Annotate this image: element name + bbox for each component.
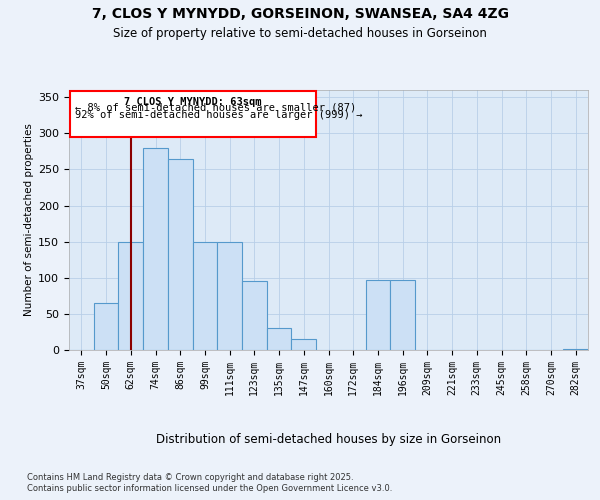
- Bar: [217, 242, 242, 350]
- Bar: [292, 339, 316, 350]
- Bar: [193, 242, 217, 350]
- Bar: [118, 242, 143, 350]
- Text: Contains HM Land Registry data © Crown copyright and database right 2025.: Contains HM Land Registry data © Crown c…: [27, 472, 353, 482]
- Text: Distribution of semi-detached houses by size in Gorseinon: Distribution of semi-detached houses by …: [156, 432, 502, 446]
- Bar: [563, 348, 588, 350]
- Y-axis label: Number of semi-detached properties: Number of semi-detached properties: [24, 124, 34, 316]
- Bar: [168, 158, 193, 350]
- Bar: [365, 280, 390, 350]
- Text: 7 CLOS Y MYNYDD: 63sqm: 7 CLOS Y MYNYDD: 63sqm: [124, 97, 262, 107]
- Bar: [143, 148, 168, 350]
- Text: ← 8% of semi-detached houses are smaller (87): ← 8% of semi-detached houses are smaller…: [75, 103, 356, 113]
- Bar: [70, 92, 316, 137]
- Bar: [94, 303, 118, 350]
- Bar: [242, 282, 267, 350]
- Text: Contains public sector information licensed under the Open Government Licence v3: Contains public sector information licen…: [27, 484, 392, 493]
- Text: Size of property relative to semi-detached houses in Gorseinon: Size of property relative to semi-detach…: [113, 28, 487, 40]
- Text: 92% of semi-detached houses are larger (999) →: 92% of semi-detached houses are larger (…: [75, 110, 362, 120]
- Text: 7, CLOS Y MYNYDD, GORSEINON, SWANSEA, SA4 4ZG: 7, CLOS Y MYNYDD, GORSEINON, SWANSEA, SA…: [91, 8, 509, 22]
- Bar: [267, 328, 292, 350]
- Bar: [390, 280, 415, 350]
